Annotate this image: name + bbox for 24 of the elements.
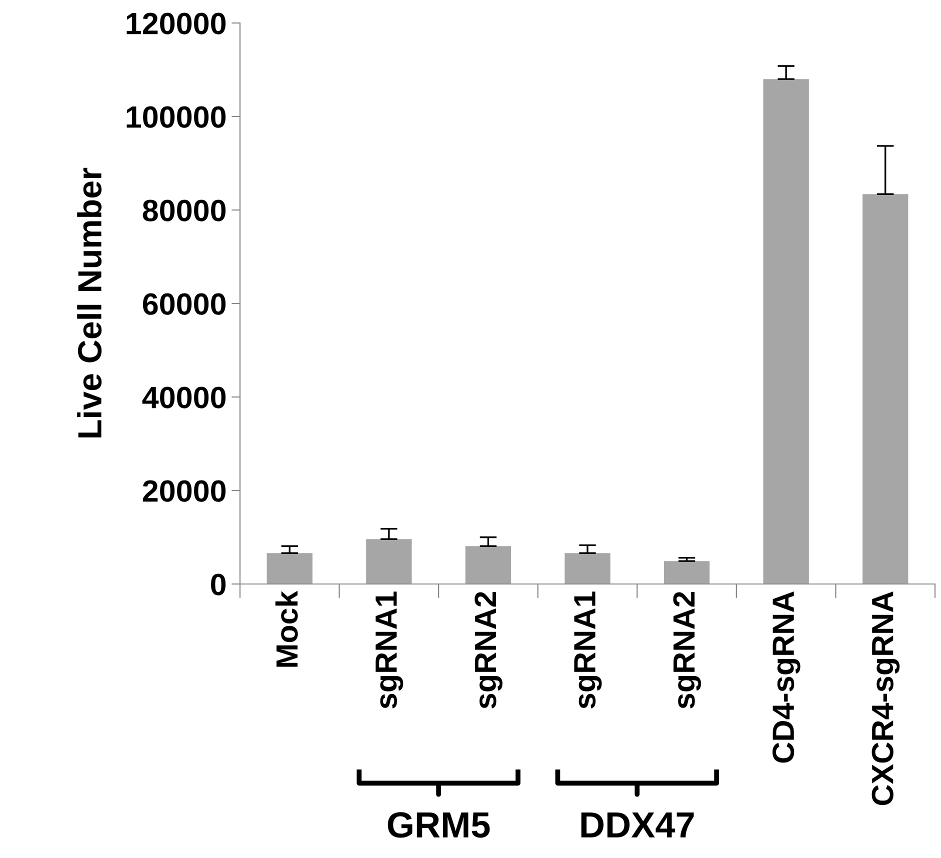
y-tick-label: 60000 xyxy=(142,293,226,315)
x-tick-label: sgRNA2 xyxy=(673,592,702,709)
bar xyxy=(664,561,710,584)
x-tick-label: Mock xyxy=(275,590,298,667)
bar xyxy=(465,546,512,584)
x-tick-label: CD4-sgRNA xyxy=(772,592,800,763)
bar xyxy=(564,553,610,584)
text: DDX47 xyxy=(581,812,694,838)
y-tick-label: 100000 xyxy=(126,106,226,128)
y-tick-label: 20000 xyxy=(142,480,226,502)
x-tick-label: sgRNA1 xyxy=(574,592,602,709)
y-tick-label: 120000 xyxy=(126,12,226,34)
y-tick-label: 0 xyxy=(211,574,226,596)
x-tick-label: CXCR4-sgRNA xyxy=(872,592,900,806)
bar xyxy=(266,553,312,584)
x-tick-label: sgRNA2 xyxy=(474,592,502,709)
y-tick-label: 80000 xyxy=(142,200,226,222)
bar xyxy=(366,539,412,584)
y-axis-title: Live Cell Number xyxy=(77,168,102,438)
text: GRM5 xyxy=(388,812,490,838)
x-tick-label: sgRNA1 xyxy=(376,592,404,709)
bar xyxy=(763,79,809,584)
bar xyxy=(862,194,908,584)
y-tick-label: 40000 xyxy=(142,386,226,408)
